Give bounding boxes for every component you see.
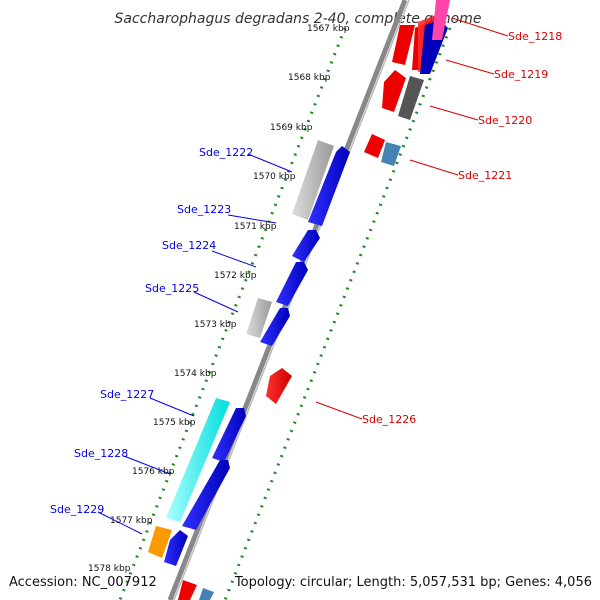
- label-leader: [227, 214, 277, 224]
- label-leader: [211, 250, 257, 268]
- cyan-feature[interactable]: [166, 398, 230, 522]
- gene-label-sde-1227[interactable]: Sde_1227: [100, 388, 154, 401]
- label-leader: [445, 59, 495, 75]
- label-leader: [123, 455, 171, 475]
- label-leader: [247, 153, 293, 173]
- gene-arrow[interactable]: [266, 368, 292, 404]
- forward-gene-labels: Sde_1222 Sde_1223 Sde_1224 Sde_1225 Sde_…: [50, 146, 293, 535]
- gene-arrow[interactable]: [364, 134, 385, 158]
- gene-label-sde-1218[interactable]: Sde_1218: [508, 30, 562, 43]
- tick-label: 1567 kbp: [307, 24, 350, 34]
- gene-arrow[interactable]: [199, 588, 214, 600]
- gene-arrow[interactable]: [260, 308, 290, 346]
- gene-label-sde-1220[interactable]: Sde_1220: [478, 114, 532, 127]
- gene-arrow[interactable]: [292, 230, 320, 262]
- label-leader: [451, 17, 509, 37]
- tick-label: 1575 kbp: [153, 418, 196, 428]
- gene-arrow[interactable]: [178, 580, 197, 600]
- inner-tick-line: [118, 27, 347, 600]
- gene-arrow[interactable]: [212, 408, 246, 462]
- outer-features: [364, 0, 450, 166]
- grey-feature[interactable]: [292, 140, 334, 220]
- outer-tick-line: [223, 27, 452, 600]
- tick-label: 1574 kbp: [174, 369, 217, 379]
- gene-label-sde-1229[interactable]: Sde_1229: [50, 503, 104, 516]
- gene-arrow[interactable]: [164, 530, 188, 566]
- label-leader: [429, 105, 479, 121]
- gene-label-sde-1219[interactable]: Sde_1219: [494, 68, 548, 81]
- gene-label-sde-1222[interactable]: Sde_1222: [199, 146, 253, 159]
- gene-arrow[interactable]: [432, 0, 450, 40]
- gene-arrow[interactable]: [398, 76, 424, 120]
- tick-label: 1578 kbp: [88, 564, 131, 574]
- gene-arrow[interactable]: [308, 146, 350, 226]
- gene-label-sde-1225[interactable]: Sde_1225: [145, 282, 199, 295]
- gene-arrow[interactable]: [382, 70, 406, 112]
- tick-label: 1571 kbp: [234, 222, 277, 232]
- tick-label: 1576 kbp: [132, 467, 175, 477]
- label-leader: [97, 511, 143, 535]
- grey-feature[interactable]: [246, 298, 272, 338]
- gene-arrow[interactable]: [276, 262, 308, 306]
- tick-label: 1573 kbp: [194, 320, 237, 330]
- genome-backbone-shadow: [173, 0, 410, 600]
- label-leader: [409, 159, 459, 176]
- tick-label: 1572 kbp: [214, 271, 257, 281]
- inner-features: [148, 140, 350, 600]
- label-leader: [193, 291, 239, 313]
- reverse-gene-labels: Sde_1218 Sde_1219 Sde_1220 Sde_1221 Sde_…: [315, 17, 562, 426]
- label-leader: [149, 397, 195, 417]
- tick-label: 1577 kbp: [110, 516, 153, 526]
- gene-label-sde-1223[interactable]: Sde_1223: [177, 203, 231, 216]
- gene-arrow[interactable]: [182, 460, 230, 530]
- gene-arrow[interactable]: [381, 142, 401, 166]
- tick-label: 1568 kbp: [288, 73, 331, 83]
- gene-arrow[interactable]: [392, 25, 415, 65]
- orange-feature[interactable]: [148, 526, 172, 558]
- tick-label: 1570 kbp: [253, 172, 296, 182]
- topology-text: Topology: circular; Length: 5,057,531 bp…: [234, 575, 592, 590]
- tick-labels: 1567 kbp 1568 kbp 1569 kbp 1570 kbp 1571…: [88, 24, 350, 574]
- map-title: Saccharophagus degradans 2-40, complete …: [115, 11, 482, 27]
- gene-label-sde-1226[interactable]: Sde_1226: [362, 413, 416, 426]
- label-leader: [315, 401, 363, 420]
- gene-label-sde-1224[interactable]: Sde_1224: [162, 239, 216, 252]
- tick-label: 1569 kbp: [270, 123, 313, 133]
- gene-label-sde-1221[interactable]: Sde_1221: [458, 169, 512, 182]
- gene-label-sde-1228[interactable]: Sde_1228: [74, 447, 128, 460]
- accession-text: Accession: NC_007912: [9, 575, 157, 590]
